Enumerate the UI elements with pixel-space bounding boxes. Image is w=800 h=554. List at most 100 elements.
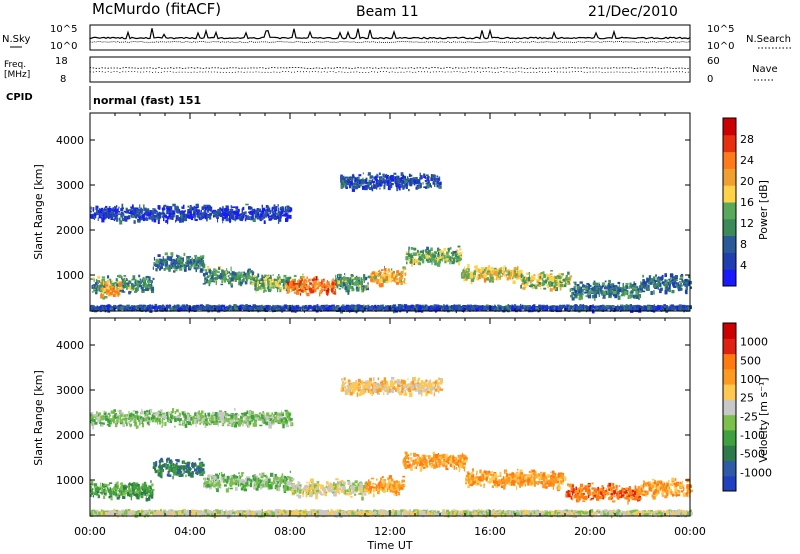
power-cell — [589, 305, 592, 307]
power-cell — [92, 277, 95, 280]
power-cell — [291, 286, 295, 290]
power-cell — [351, 187, 355, 192]
power-cell — [232, 280, 236, 282]
freq-unit-label: [MHz] — [4, 70, 30, 80]
power-cell — [160, 258, 163, 263]
power-cell — [546, 273, 548, 277]
power-cell — [554, 280, 558, 283]
power-cell — [142, 305, 146, 308]
power-cell — [633, 283, 637, 286]
freq-tick-low: 8 — [60, 74, 66, 85]
power-cell — [274, 209, 278, 212]
power-cell — [513, 266, 515, 271]
power-cell — [263, 306, 266, 310]
power-cell — [496, 277, 499, 281]
power-cell — [646, 306, 648, 311]
power-cell — [580, 293, 584, 296]
power-cell — [183, 266, 186, 270]
power-cell — [272, 284, 274, 287]
power-cell — [595, 286, 598, 290]
power-cell — [534, 274, 536, 277]
power-cell — [543, 287, 547, 290]
power-cell — [254, 276, 257, 279]
power-cell — [234, 304, 237, 306]
power-cell — [183, 263, 187, 267]
power-cell — [410, 304, 414, 309]
power-cell — [630, 290, 634, 294]
power-cell — [436, 257, 439, 261]
power-cell — [205, 269, 208, 272]
power-cell — [394, 177, 396, 181]
power-cell — [435, 182, 437, 185]
power-cell — [412, 305, 414, 308]
power-cell — [505, 273, 508, 276]
power-cell — [295, 306, 300, 309]
power-cell — [158, 259, 161, 262]
power-cell — [489, 273, 494, 277]
power-cell — [408, 178, 410, 180]
nsky-trace — [89, 28, 691, 44]
power-cell — [427, 179, 430, 184]
power-cell — [391, 183, 394, 186]
power-cell — [534, 308, 536, 312]
power-cell — [302, 279, 305, 282]
power-cell — [540, 281, 543, 287]
power-cell — [108, 293, 110, 297]
power-cell — [423, 254, 426, 259]
power-cell — [464, 307, 468, 310]
power-cell — [223, 275, 227, 280]
power-cell — [542, 279, 544, 284]
power-cell — [156, 259, 160, 264]
power-cell — [554, 286, 556, 289]
power-cell — [490, 270, 493, 275]
power-cell — [520, 306, 524, 310]
power-cell — [567, 308, 568, 311]
power-cell — [245, 272, 248, 276]
power-cell — [439, 259, 442, 261]
power-cell — [513, 275, 515, 278]
power-cell — [413, 183, 416, 186]
power-cell — [416, 304, 419, 308]
power-cell — [285, 280, 288, 284]
power-cell — [90, 278, 94, 280]
power-cell — [363, 277, 365, 280]
power-cell — [148, 276, 151, 281]
power-cell — [427, 306, 430, 311]
power-cell — [103, 304, 106, 309]
power-cell — [195, 258, 197, 263]
power-cell — [338, 287, 341, 290]
power-cell — [337, 273, 339, 276]
power-cell — [606, 285, 609, 290]
power-cell — [580, 289, 584, 294]
power-cell — [454, 304, 458, 308]
power-cell — [419, 250, 423, 254]
power-cell — [423, 173, 426, 178]
power-cell — [193, 265, 197, 270]
power-cell — [557, 283, 560, 286]
power-cell — [117, 275, 121, 278]
power-cell — [298, 284, 300, 288]
power-cell — [621, 287, 623, 292]
power-cell — [618, 284, 620, 289]
power-cell — [104, 282, 108, 284]
power-cell — [158, 265, 163, 268]
power-cell — [588, 294, 591, 298]
power-cell — [174, 262, 177, 267]
power-cell — [614, 285, 618, 287]
power-cell — [344, 183, 347, 188]
power-cell — [532, 286, 534, 290]
power-cell — [159, 262, 162, 265]
power-cell — [187, 258, 191, 262]
power-cell — [285, 282, 288, 286]
power-cell — [444, 305, 446, 310]
power-cell — [154, 308, 158, 313]
power-cell — [276, 286, 280, 290]
power-cell — [403, 178, 405, 182]
power-cell — [164, 264, 168, 267]
freq-tick-high: 18 — [55, 56, 68, 67]
power-cell — [264, 280, 267, 285]
power-cell — [231, 306, 234, 311]
power-cell — [500, 307, 504, 311]
power-cell — [251, 307, 254, 312]
power-cell — [104, 290, 107, 294]
